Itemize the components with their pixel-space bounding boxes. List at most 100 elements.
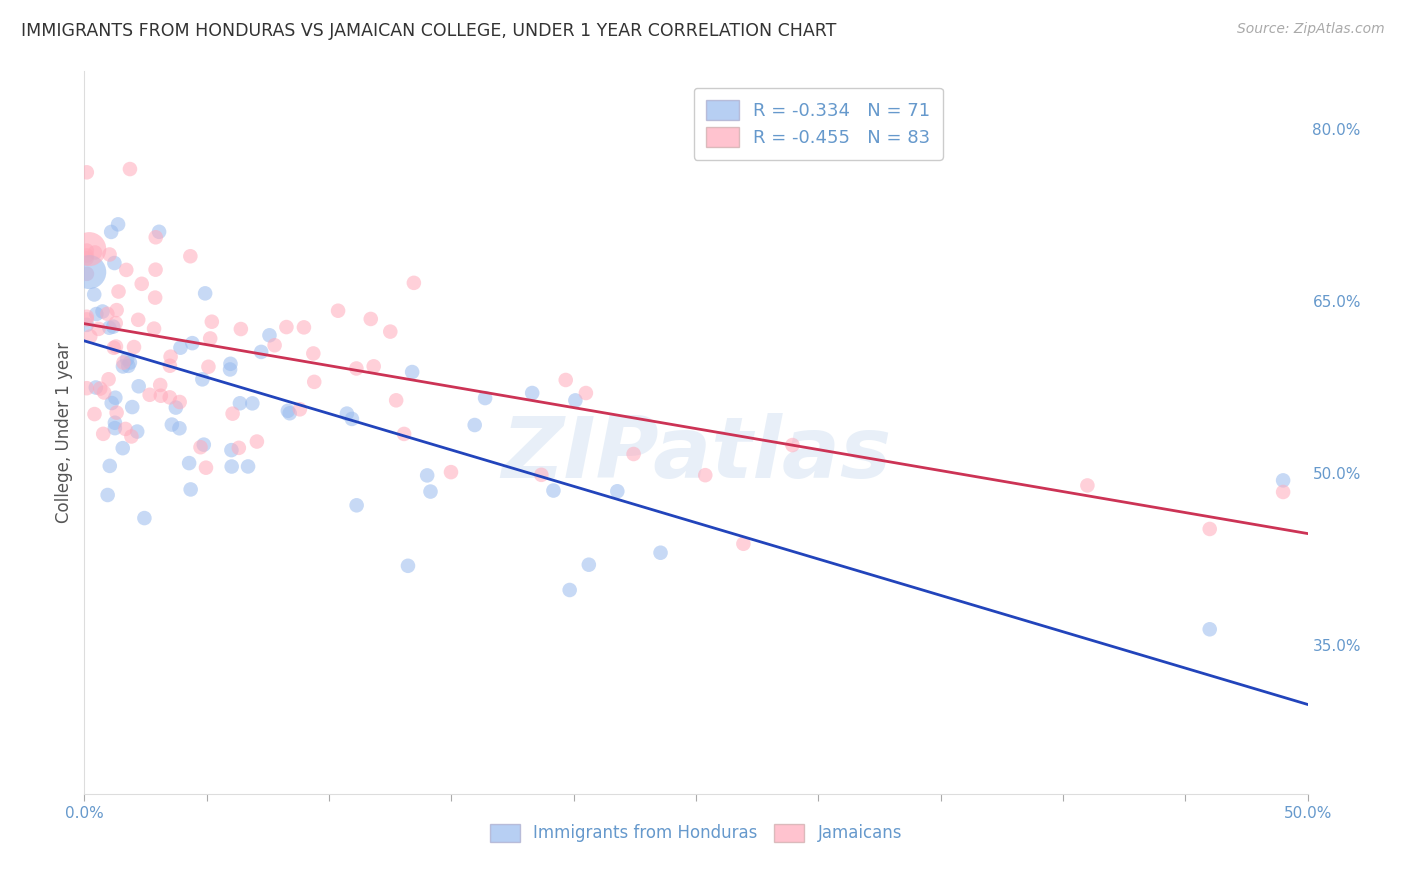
Point bbox=[401, 365, 423, 379]
Point bbox=[191, 372, 214, 386]
Point bbox=[623, 447, 645, 461]
Point bbox=[236, 459, 259, 474]
Point bbox=[104, 391, 127, 405]
Point bbox=[76, 310, 98, 324]
Point bbox=[259, 328, 281, 343]
Point bbox=[360, 312, 382, 326]
Legend: Immigrants from Honduras, Jamaicans: Immigrants from Honduras, Jamaicans bbox=[481, 815, 911, 851]
Point bbox=[179, 249, 201, 263]
Point bbox=[76, 267, 98, 281]
Point bbox=[98, 458, 121, 473]
Point bbox=[240, 396, 263, 410]
Point bbox=[159, 350, 181, 364]
Point bbox=[558, 582, 581, 597]
Point bbox=[91, 304, 114, 318]
Point bbox=[194, 286, 217, 301]
Point bbox=[127, 313, 149, 327]
Point bbox=[105, 303, 128, 318]
Point bbox=[363, 359, 385, 374]
Point bbox=[89, 382, 111, 396]
Point bbox=[276, 320, 298, 334]
Point bbox=[115, 352, 138, 367]
Point bbox=[180, 483, 202, 497]
Point bbox=[650, 546, 672, 560]
Point bbox=[104, 416, 127, 430]
Point bbox=[302, 375, 325, 389]
Point bbox=[138, 388, 160, 402]
Point bbox=[302, 346, 325, 360]
Point bbox=[117, 359, 139, 373]
Point bbox=[190, 440, 212, 454]
Point bbox=[145, 230, 167, 244]
Point bbox=[159, 359, 181, 373]
Point bbox=[278, 406, 301, 420]
Point bbox=[83, 287, 105, 301]
Point bbox=[76, 165, 98, 179]
Point bbox=[198, 331, 221, 345]
Point bbox=[112, 355, 135, 369]
Point bbox=[229, 322, 252, 336]
Point bbox=[194, 460, 217, 475]
Point bbox=[97, 488, 120, 502]
Point bbox=[606, 484, 628, 499]
Point bbox=[104, 339, 127, 353]
Point bbox=[733, 537, 755, 551]
Point bbox=[221, 407, 243, 421]
Point bbox=[127, 425, 149, 439]
Point bbox=[543, 483, 565, 498]
Point bbox=[201, 315, 224, 329]
Point bbox=[575, 386, 598, 401]
Point bbox=[416, 468, 439, 483]
Point bbox=[165, 401, 187, 415]
Point bbox=[1272, 485, 1295, 500]
Text: Source: ZipAtlas.com: Source: ZipAtlas.com bbox=[1237, 22, 1385, 37]
Point bbox=[100, 225, 122, 239]
Point bbox=[160, 417, 183, 432]
Point bbox=[96, 307, 118, 321]
Point bbox=[392, 426, 415, 441]
Point bbox=[145, 262, 167, 277]
Point bbox=[179, 456, 201, 470]
Point bbox=[149, 378, 172, 392]
Point bbox=[76, 318, 98, 332]
Point bbox=[93, 385, 115, 400]
Point bbox=[128, 379, 150, 393]
Point bbox=[246, 434, 269, 449]
Point bbox=[104, 421, 127, 435]
Point bbox=[1198, 622, 1220, 636]
Point bbox=[336, 407, 359, 421]
Point bbox=[118, 355, 141, 369]
Point bbox=[111, 359, 134, 374]
Point bbox=[98, 320, 121, 334]
Point bbox=[292, 320, 315, 334]
Point bbox=[344, 361, 367, 376]
Point bbox=[221, 459, 243, 474]
Point bbox=[396, 558, 419, 573]
Point bbox=[169, 341, 191, 355]
Point bbox=[193, 437, 215, 451]
Point bbox=[98, 247, 121, 261]
Point bbox=[782, 438, 804, 452]
Text: ZIPatlas: ZIPatlas bbox=[501, 413, 891, 496]
Point bbox=[76, 312, 98, 326]
Point bbox=[419, 484, 441, 499]
Point bbox=[143, 321, 166, 335]
Point bbox=[84, 245, 107, 260]
Point bbox=[219, 362, 242, 376]
Point bbox=[564, 393, 586, 408]
Point bbox=[522, 386, 544, 401]
Point bbox=[114, 422, 136, 436]
Point bbox=[104, 316, 127, 330]
Point bbox=[103, 319, 125, 334]
Point bbox=[1198, 522, 1220, 536]
Point bbox=[76, 381, 98, 395]
Point bbox=[440, 465, 463, 479]
Point bbox=[76, 248, 98, 262]
Point bbox=[554, 373, 576, 387]
Point bbox=[84, 380, 107, 394]
Point bbox=[103, 341, 125, 355]
Point bbox=[143, 291, 166, 305]
Point bbox=[288, 402, 311, 417]
Point bbox=[402, 276, 425, 290]
Point bbox=[181, 336, 204, 351]
